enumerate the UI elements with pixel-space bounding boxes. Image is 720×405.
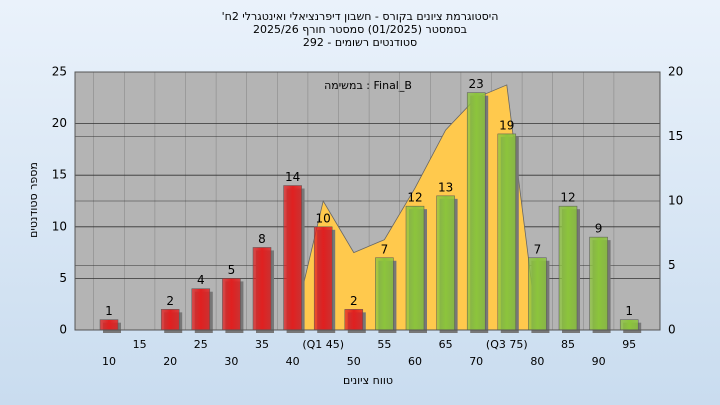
y-tick-label: 10: [52, 219, 67, 233]
x-tick-label: 15: [133, 338, 147, 351]
bar: [375, 257, 394, 331]
subtitle: בסמסטר (01/2025) סמסטר חורף 2025/26: [253, 23, 467, 36]
y2-tick-label: 20: [668, 65, 683, 79]
x-tick-label: 30: [224, 355, 238, 368]
bar: [405, 205, 425, 331]
data-label: 2: [166, 294, 174, 308]
data-label: 4: [197, 273, 205, 287]
x-tick-label: 95: [622, 338, 636, 351]
x-tick-label: 35: [255, 338, 269, 351]
data-label: 9: [595, 222, 603, 236]
y-tick-label: 20: [52, 116, 67, 130]
data-label: 23: [469, 77, 484, 91]
data-label: 19: [499, 118, 514, 132]
data-label: 2: [350, 294, 358, 308]
bar: [436, 195, 455, 331]
y2-tick-label: 15: [668, 129, 683, 143]
bar: [252, 247, 272, 331]
bar: [466, 92, 486, 331]
annotation: במשימה : Final_B: [324, 79, 412, 92]
data-label: 7: [381, 242, 389, 256]
y2-tick-label: 10: [668, 194, 683, 208]
data-label: 7: [534, 242, 542, 256]
x-tick-label: 40: [286, 355, 300, 368]
x-tick-label: (Q1 45): [302, 338, 344, 351]
bar: [619, 319, 639, 331]
y2-tick-label: 5: [668, 258, 676, 272]
x-tick-label: 10: [102, 355, 116, 368]
data-label: 13: [438, 180, 453, 194]
x-tick-label: 65: [439, 338, 453, 351]
bar: [589, 236, 608, 331]
bar: [497, 133, 517, 331]
data-label: 5: [228, 263, 236, 277]
data-label: 12: [407, 191, 422, 205]
data-label: 1: [105, 304, 113, 318]
plot-border: [74, 71, 661, 331]
subtitle: סטודנטים רשומים - 292: [303, 36, 417, 49]
x-tick-label: 50: [347, 355, 361, 368]
x-tick-label: (Q3 75): [486, 338, 528, 351]
y-tick-label: 0: [59, 323, 67, 337]
x-tick-label: 25: [194, 338, 208, 351]
bar: [160, 309, 180, 331]
x-tick-label: 70: [469, 355, 483, 368]
x-tick-label: 85: [561, 338, 575, 351]
bar: [283, 185, 302, 331]
x-tick-label: 60: [408, 355, 422, 368]
data-label: 8: [258, 232, 266, 246]
bar: [191, 288, 211, 331]
y2-tick-label: 0: [668, 323, 676, 337]
x-tick-label: 80: [530, 355, 544, 368]
bar: [558, 205, 578, 331]
x-tick-label: 20: [163, 355, 177, 368]
bar: [344, 309, 364, 331]
bar: [528, 257, 547, 331]
bar: [313, 226, 333, 331]
data-label: 12: [560, 191, 575, 205]
y-tick-label: 15: [52, 168, 67, 182]
bar: [99, 319, 119, 331]
x-axis-title: טווח ציונים: [343, 374, 393, 387]
data-label: 1: [625, 304, 633, 318]
y-tick-label: 25: [52, 65, 67, 79]
data-label: 14: [285, 170, 300, 184]
chart-title: 'היסטוגרמת ציונים בקורס - חשבון דיפרנציא…: [222, 10, 499, 23]
x-tick-label: 55: [377, 338, 391, 351]
bar: [222, 278, 241, 331]
x-tick-label: 90: [592, 355, 606, 368]
y-axis-title: מספר סטודנטים: [27, 162, 40, 238]
y-tick-label: 5: [59, 271, 67, 285]
data-label: 10: [316, 211, 331, 225]
